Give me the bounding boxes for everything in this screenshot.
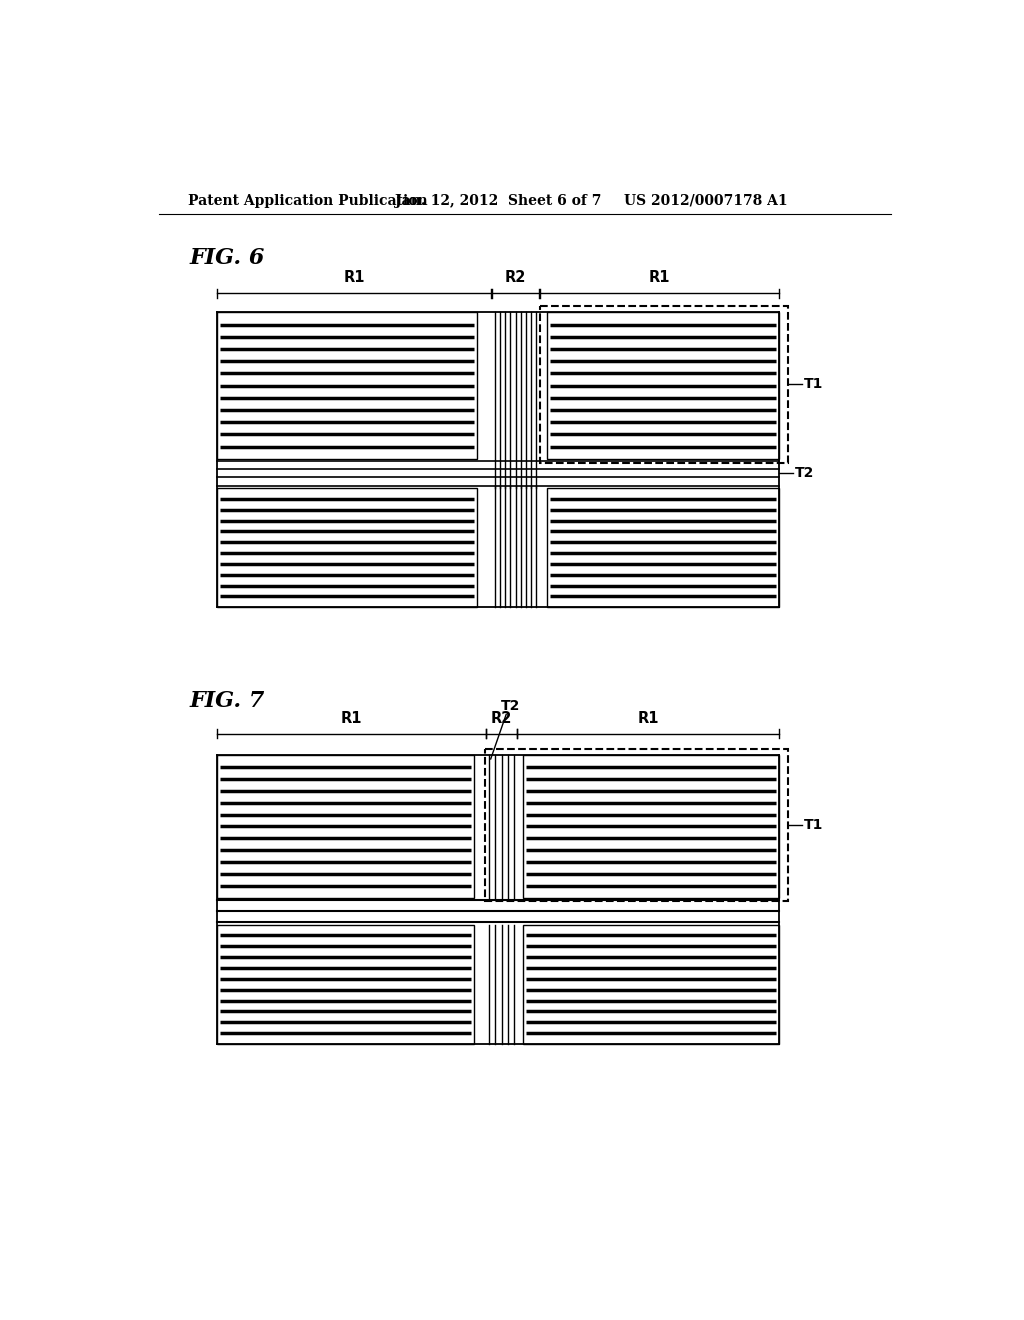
Text: Patent Application Publication: Patent Application Publication — [188, 194, 428, 207]
Bar — [217, 488, 477, 607]
Text: R2: R2 — [490, 711, 512, 726]
Bar — [547, 488, 779, 607]
Bar — [217, 313, 477, 459]
Text: FIG. 6: FIG. 6 — [190, 247, 265, 269]
Text: R1: R1 — [343, 271, 365, 285]
Text: R1: R1 — [341, 711, 362, 726]
Bar — [217, 924, 474, 1044]
Text: T2: T2 — [795, 466, 814, 480]
Text: R2: R2 — [505, 271, 526, 285]
Bar — [523, 924, 779, 1044]
Text: R1: R1 — [637, 711, 658, 726]
Text: T1: T1 — [804, 378, 823, 392]
Text: Jan. 12, 2012  Sheet 6 of 7: Jan. 12, 2012 Sheet 6 of 7 — [395, 194, 602, 207]
Text: T2: T2 — [501, 698, 520, 713]
Bar — [217, 755, 474, 898]
Bar — [523, 755, 779, 898]
Text: US 2012/0007178 A1: US 2012/0007178 A1 — [624, 194, 787, 207]
Text: FIG. 7: FIG. 7 — [190, 689, 265, 711]
Bar — [547, 313, 779, 459]
Text: R1: R1 — [649, 271, 671, 285]
Text: T1: T1 — [804, 818, 823, 832]
